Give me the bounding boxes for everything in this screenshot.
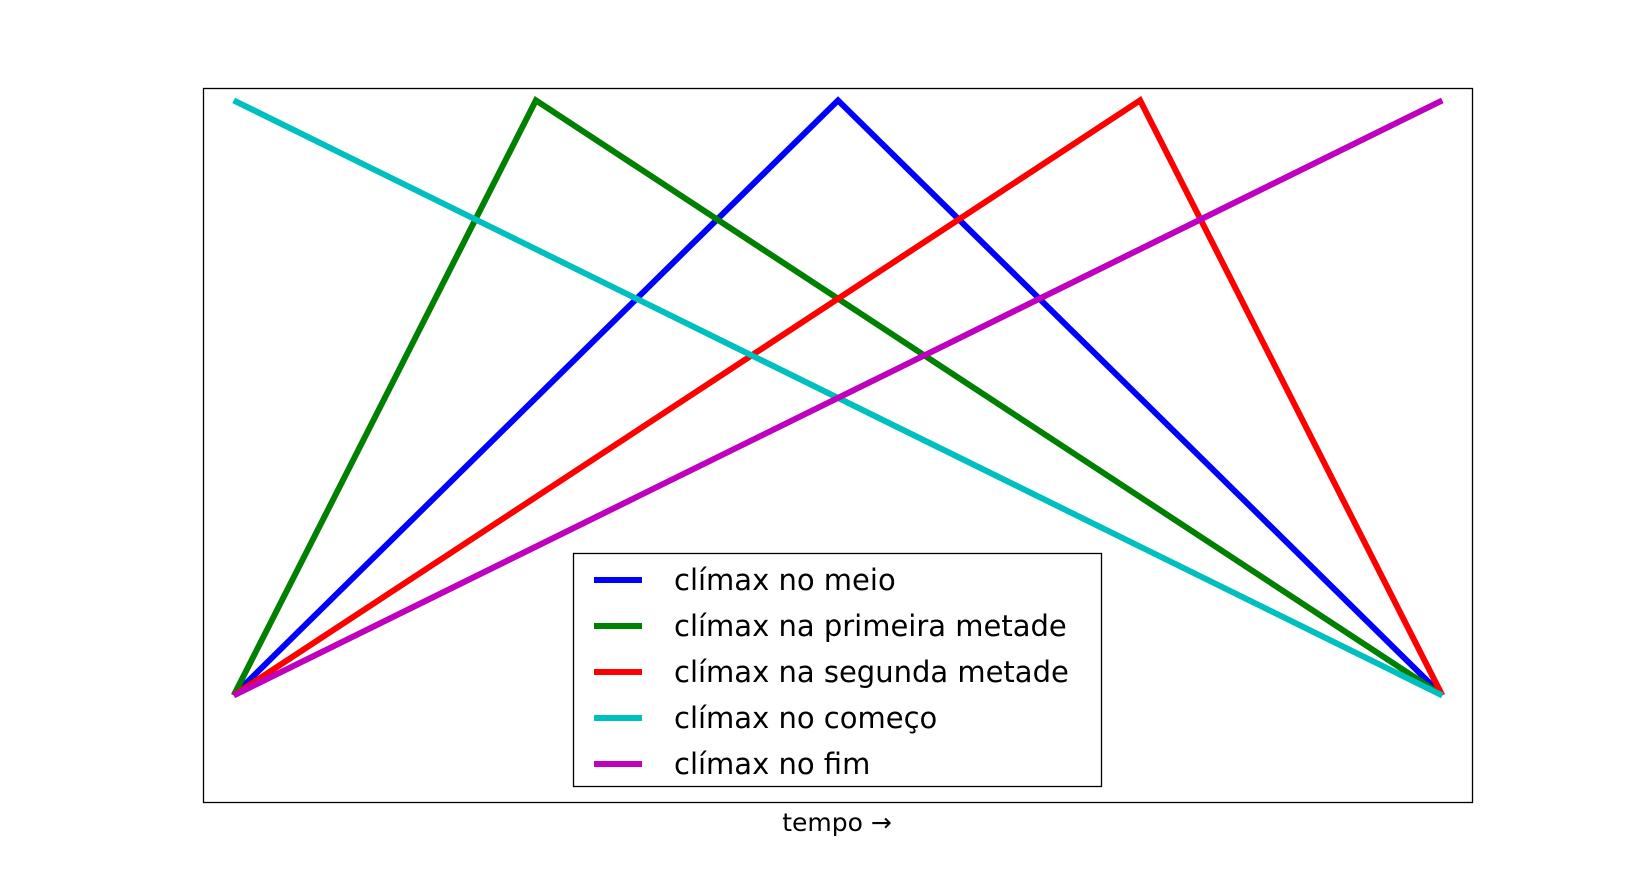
legend-label-4: clímax no começo [674,701,937,735]
legend-label-5: clímax no fim [674,747,870,781]
series-line-5 [232,97,1444,699]
x-axis-label: tempo → [782,808,892,837]
legend-label-3: clímax na segunda metade [674,655,1069,689]
legend: clímax no meio clímax na primeira metade c… [572,552,1103,788]
series-line-2 [231,96,1444,698]
legend-label-1: clímax no meio [674,563,896,597]
series-line-1 [231,96,1445,698]
legend-label-2: clímax na primeira metade [674,609,1067,643]
legend-box [572,552,1103,788]
series-lines [231,96,1445,699]
series-line-3 [232,96,1445,698]
